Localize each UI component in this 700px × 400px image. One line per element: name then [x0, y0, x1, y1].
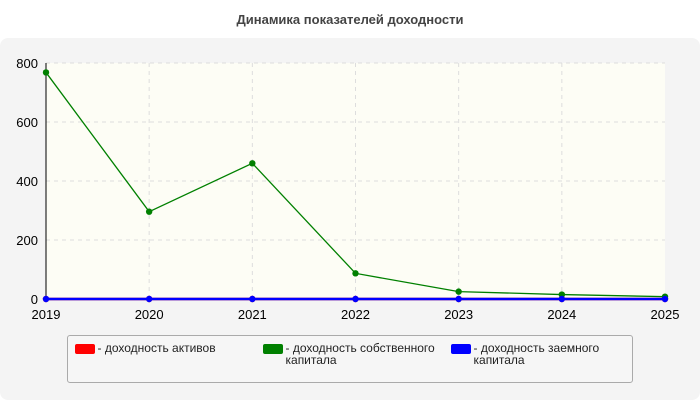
- legend-label: - доходность собственного капитала: [285, 341, 435, 367]
- point: [42, 69, 50, 76]
- y-tick-label: 0: [31, 292, 38, 307]
- point: [145, 295, 153, 303]
- y-tick-label: 600: [16, 115, 38, 130]
- chart-title: Динамика показателей доходности: [236, 12, 463, 27]
- legend-swatch: [74, 344, 95, 354]
- point: [352, 270, 359, 277]
- legend-swatch: [450, 344, 471, 354]
- point: [249, 295, 256, 303]
- x-tick-label: 2020: [135, 307, 164, 322]
- x-tick-label: 2022: [341, 307, 370, 322]
- x-tick-label: 2024: [547, 307, 576, 322]
- legend-item: - доходность активов: [74, 341, 250, 382]
- point: [352, 295, 359, 303]
- point: [249, 160, 256, 167]
- point: [455, 288, 462, 295]
- point: [455, 295, 462, 303]
- legend-item: - доходность собственного капитала: [262, 341, 438, 382]
- y-tick-label: 200: [16, 233, 38, 248]
- point: [661, 295, 669, 303]
- legend-label: - доходность активов: [97, 341, 216, 355]
- x-tick-label: 2025: [651, 307, 680, 322]
- legend-label: - доходность заемного капитала: [473, 341, 600, 367]
- x-tick-label: 2019: [32, 307, 61, 322]
- legend-item: - доходность заемного капитала: [450, 341, 626, 382]
- x-tick-label: 2023: [444, 307, 473, 322]
- point: [558, 295, 566, 303]
- x-tick-label: 2021: [238, 307, 267, 322]
- y-tick-label: 800: [16, 56, 38, 71]
- legend: - доходность активов - доходность собстве…: [67, 335, 633, 383]
- point: [145, 208, 153, 215]
- y-tick-label: 400: [16, 174, 38, 189]
- point: [42, 295, 50, 303]
- legend-swatch: [262, 344, 283, 354]
- point: [558, 291, 566, 298]
